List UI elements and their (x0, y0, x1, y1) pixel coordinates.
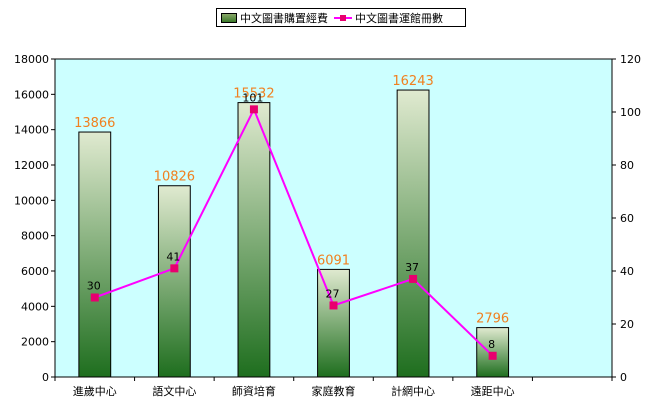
y-left-tick-label: 2000 (21, 336, 49, 349)
y-right-tick-label: 0 (620, 371, 627, 384)
y-left-tick-label: 12000 (14, 159, 49, 172)
line-point (488, 351, 497, 360)
bar (157, 185, 191, 378)
bar-series (78, 89, 510, 378)
legend-item-line: 中文圖書運館冊數 (334, 10, 443, 26)
y-right-tick-label: 80 (620, 159, 634, 172)
y-left-tick-label: 18000 (14, 53, 49, 66)
bar (396, 89, 430, 378)
x-axis: 進歲中心 語文中心 師資培育 家庭教育 計網中心 遠距中心 (54, 377, 613, 398)
x-category-label: 計網中心 (391, 384, 435, 398)
y-right-tick-label: 40 (620, 265, 634, 278)
x-category-label: 家庭教育 (312, 384, 356, 398)
y-right-tick-label: 20 (620, 318, 634, 331)
x-category-label: 遠距中心 (471, 385, 515, 398)
y-right-tick-label: 60 (620, 212, 634, 225)
legend-bar-label: 中文圖書購置經費 (240, 11, 328, 25)
x-category-label: 語文中心 (152, 384, 196, 398)
y-left-tick-label: 16000 (14, 88, 49, 101)
y-left-tick-label: 14000 (14, 124, 49, 137)
line-data-label: 30 (87, 280, 101, 293)
bar-data-label: 10826 (154, 170, 195, 185)
y-left-tick-label: 4000 (21, 300, 49, 313)
line-point (409, 274, 418, 283)
bar-data-label: 16243 (392, 74, 433, 89)
bar-data-label: 2796 (476, 312, 509, 327)
line-data-labels: 30 41 101 27 37 8 (87, 91, 495, 350)
x-category-label: 師資培育 (232, 384, 276, 398)
bar-data-label: 15532 (233, 87, 274, 102)
chart-legend: 中文圖書購置經費 中文圖書運館冊數 (216, 8, 466, 27)
x-category-label: 進歲中心 (73, 384, 117, 398)
line-point (170, 264, 179, 273)
line-point (249, 105, 258, 114)
y-left-tick-label: 10000 (14, 194, 49, 207)
line-data-label: 101 (242, 91, 263, 104)
line-data-label: 27 (326, 287, 340, 300)
plot-area (54, 58, 613, 378)
line-point (329, 301, 338, 310)
bar-data-label: 6091 (317, 253, 350, 268)
line-data-label: 8 (488, 338, 495, 351)
series-line (94, 106, 494, 357)
line-point (90, 293, 99, 302)
legend-bar-swatch (221, 12, 237, 23)
bar-data-label: 13866 (74, 116, 115, 131)
y-right-tick-label: 100 (620, 106, 641, 119)
y-left-tick-label: 0 (42, 371, 49, 384)
bar (237, 102, 271, 378)
y-left-tick-label: 6000 (21, 265, 49, 278)
y-axis-right: 0 20 40 60 80 100 120 (612, 53, 641, 384)
legend-line-swatch (334, 13, 352, 23)
bar (317, 268, 350, 378)
line-data-label: 37 (405, 261, 419, 274)
legend-line-label: 中文圖書運館冊數 (355, 11, 443, 25)
y-right-tick-label: 120 (620, 53, 641, 66)
legend-item-bar: 中文圖書購置經費 (221, 10, 328, 26)
bar-data-labels: 13866 10826 15532 6091 16243 2796 (74, 74, 509, 327)
line-series (90, 105, 497, 360)
y-left-tick-label: 8000 (21, 230, 49, 243)
y-axis-left: 0 2000 4000 6000 8000 10000 12000 14000 16000 180… (14, 53, 55, 384)
line-data-label: 41 (166, 250, 180, 263)
bar (78, 131, 112, 378)
